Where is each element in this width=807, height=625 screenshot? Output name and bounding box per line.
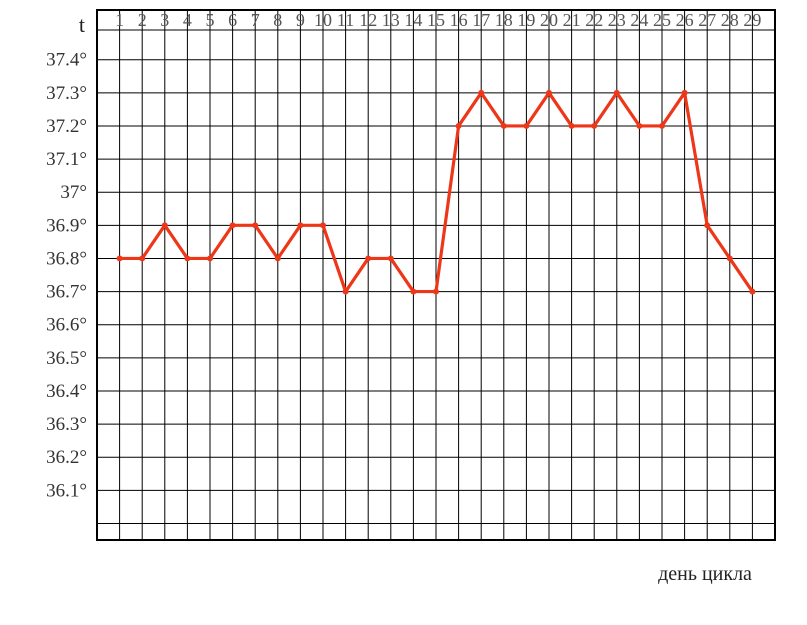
x-tick-label: 2: [138, 10, 147, 30]
data-point: [569, 123, 575, 129]
y-tick-label: 36.1°: [46, 480, 87, 501]
y-tick-label: 36.6°: [46, 315, 87, 336]
x-tick-label: 22: [585, 10, 603, 30]
data-point: [252, 222, 258, 228]
x-tick-label: 18: [495, 10, 513, 30]
x-tick-label: 25: [653, 10, 671, 30]
y-tick-label: 36.8°: [46, 248, 87, 269]
temperature-chart: 1234567891011121314151617181920212223242…: [0, 0, 807, 625]
data-point: [591, 123, 597, 129]
data-point: [636, 123, 642, 129]
data-point: [501, 123, 507, 129]
y-tick-label: 36.9°: [46, 215, 87, 236]
chart-svg: 1234567891011121314151617181920212223242…: [0, 0, 807, 625]
y-tick-label: 37.3°: [46, 83, 87, 104]
y-tick-label: 37°: [60, 182, 87, 203]
y-tick-label: 37.2°: [46, 116, 87, 137]
data-point: [139, 255, 145, 261]
y-tick-label: 36.2°: [46, 447, 87, 468]
x-tick-label: 27: [698, 10, 716, 30]
data-point: [388, 255, 394, 261]
x-tick-label: 21: [563, 10, 581, 30]
data-point: [456, 123, 462, 129]
data-point: [162, 222, 168, 228]
data-point: [659, 123, 665, 129]
data-point: [207, 255, 213, 261]
data-point: [523, 123, 529, 129]
x-tick-label: 20: [540, 10, 558, 30]
data-point: [343, 289, 349, 295]
data-point: [117, 255, 123, 261]
x-tick-label: 29: [743, 10, 761, 30]
data-point: [704, 222, 710, 228]
x-tick-label: 4: [183, 10, 192, 30]
x-tick-label: 17: [472, 10, 490, 30]
x-tick-label: 26: [676, 10, 694, 30]
data-point: [410, 289, 416, 295]
data-point: [297, 222, 303, 228]
data-point: [275, 255, 281, 261]
y-tick-label: 37.1°: [46, 149, 87, 170]
x-tick-label: 19: [517, 10, 535, 30]
y-tick-label: 36.3°: [46, 414, 87, 435]
x-tick-label: 1: [115, 10, 124, 30]
x-tick-label: 10: [314, 10, 332, 30]
x-tick-label: 8: [273, 10, 282, 30]
x-tick-label: 3: [160, 10, 169, 30]
data-point: [320, 222, 326, 228]
x-tick-label: 13: [382, 10, 400, 30]
x-tick-label: 7: [251, 10, 260, 30]
y-tick-label: 37.4°: [46, 50, 87, 71]
data-point: [184, 255, 190, 261]
x-tick-label: 9: [296, 10, 305, 30]
x-tick-label: 23: [608, 10, 626, 30]
x-tick-label: 16: [450, 10, 468, 30]
x-tick-label: 28: [721, 10, 739, 30]
y-tick-label: 36.5°: [46, 348, 87, 369]
data-point: [478, 90, 484, 96]
x-tick-label: 5: [206, 10, 215, 30]
data-point: [365, 255, 371, 261]
data-point: [433, 289, 439, 295]
x-tick-label: 12: [359, 10, 377, 30]
data-point: [749, 289, 755, 295]
y-tick-label: 36.4°: [46, 381, 87, 402]
y-tick-label: 36.7°: [46, 282, 87, 303]
x-tick-label: 24: [630, 10, 648, 30]
data-point: [727, 255, 733, 261]
x-tick-label: 6: [228, 10, 237, 30]
x-tick-label: 15: [427, 10, 445, 30]
x-axis-title: день цикла: [658, 563, 752, 585]
data-point: [546, 90, 552, 96]
y-axis-title: t: [79, 12, 85, 37]
data-point: [682, 90, 688, 96]
x-tick-label: 14: [404, 10, 422, 30]
x-tick-label: 11: [337, 10, 354, 30]
data-point: [614, 90, 620, 96]
data-point: [230, 222, 236, 228]
